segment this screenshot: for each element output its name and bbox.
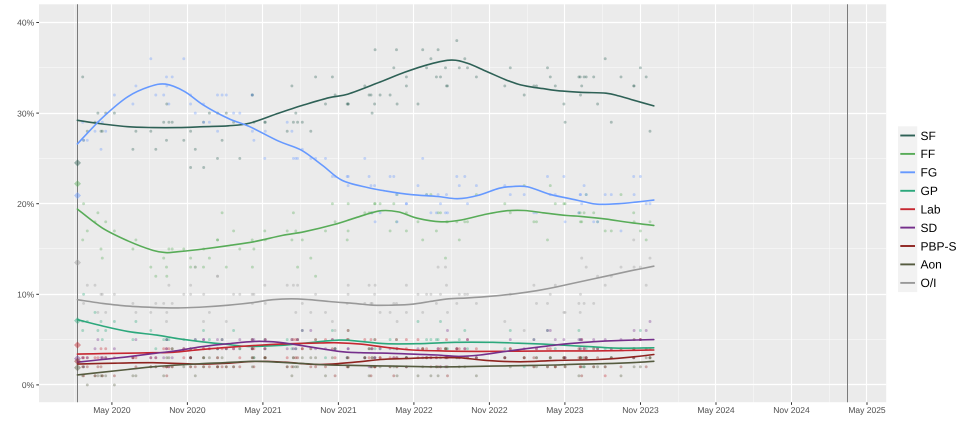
svg-text:O/I: O/I <box>921 276 937 290</box>
svg-text:0%: 0% <box>22 380 35 390</box>
svg-text:Aon: Aon <box>921 258 942 272</box>
svg-text:Nov 2021: Nov 2021 <box>320 405 357 415</box>
svg-text:May 2025: May 2025 <box>848 405 886 415</box>
svg-text:40%: 40% <box>17 18 34 28</box>
svg-text:May 2023: May 2023 <box>546 405 584 415</box>
svg-text:GP: GP <box>921 184 938 198</box>
svg-text:Nov 2020: Nov 2020 <box>169 405 206 415</box>
svg-text:Nov 2023: Nov 2023 <box>622 405 659 415</box>
svg-text:Lab: Lab <box>921 203 941 217</box>
svg-text:SD: SD <box>921 221 938 235</box>
svg-text:Nov 2022: Nov 2022 <box>471 405 508 415</box>
svg-text:10%: 10% <box>17 290 34 300</box>
svg-text:May 2022: May 2022 <box>395 405 433 415</box>
svg-text:SF: SF <box>921 129 936 143</box>
svg-text:30%: 30% <box>17 108 34 118</box>
svg-text:20%: 20% <box>17 199 34 209</box>
svg-text:May 2020: May 2020 <box>93 405 131 415</box>
svg-text:May 2021: May 2021 <box>244 405 282 415</box>
svg-text:May 2024: May 2024 <box>697 405 735 415</box>
svg-text:FF: FF <box>921 147 936 161</box>
svg-text:Nov 2024: Nov 2024 <box>773 405 810 415</box>
svg-text:FG: FG <box>921 166 938 180</box>
svg-text:PBP-S: PBP-S <box>921 239 957 253</box>
